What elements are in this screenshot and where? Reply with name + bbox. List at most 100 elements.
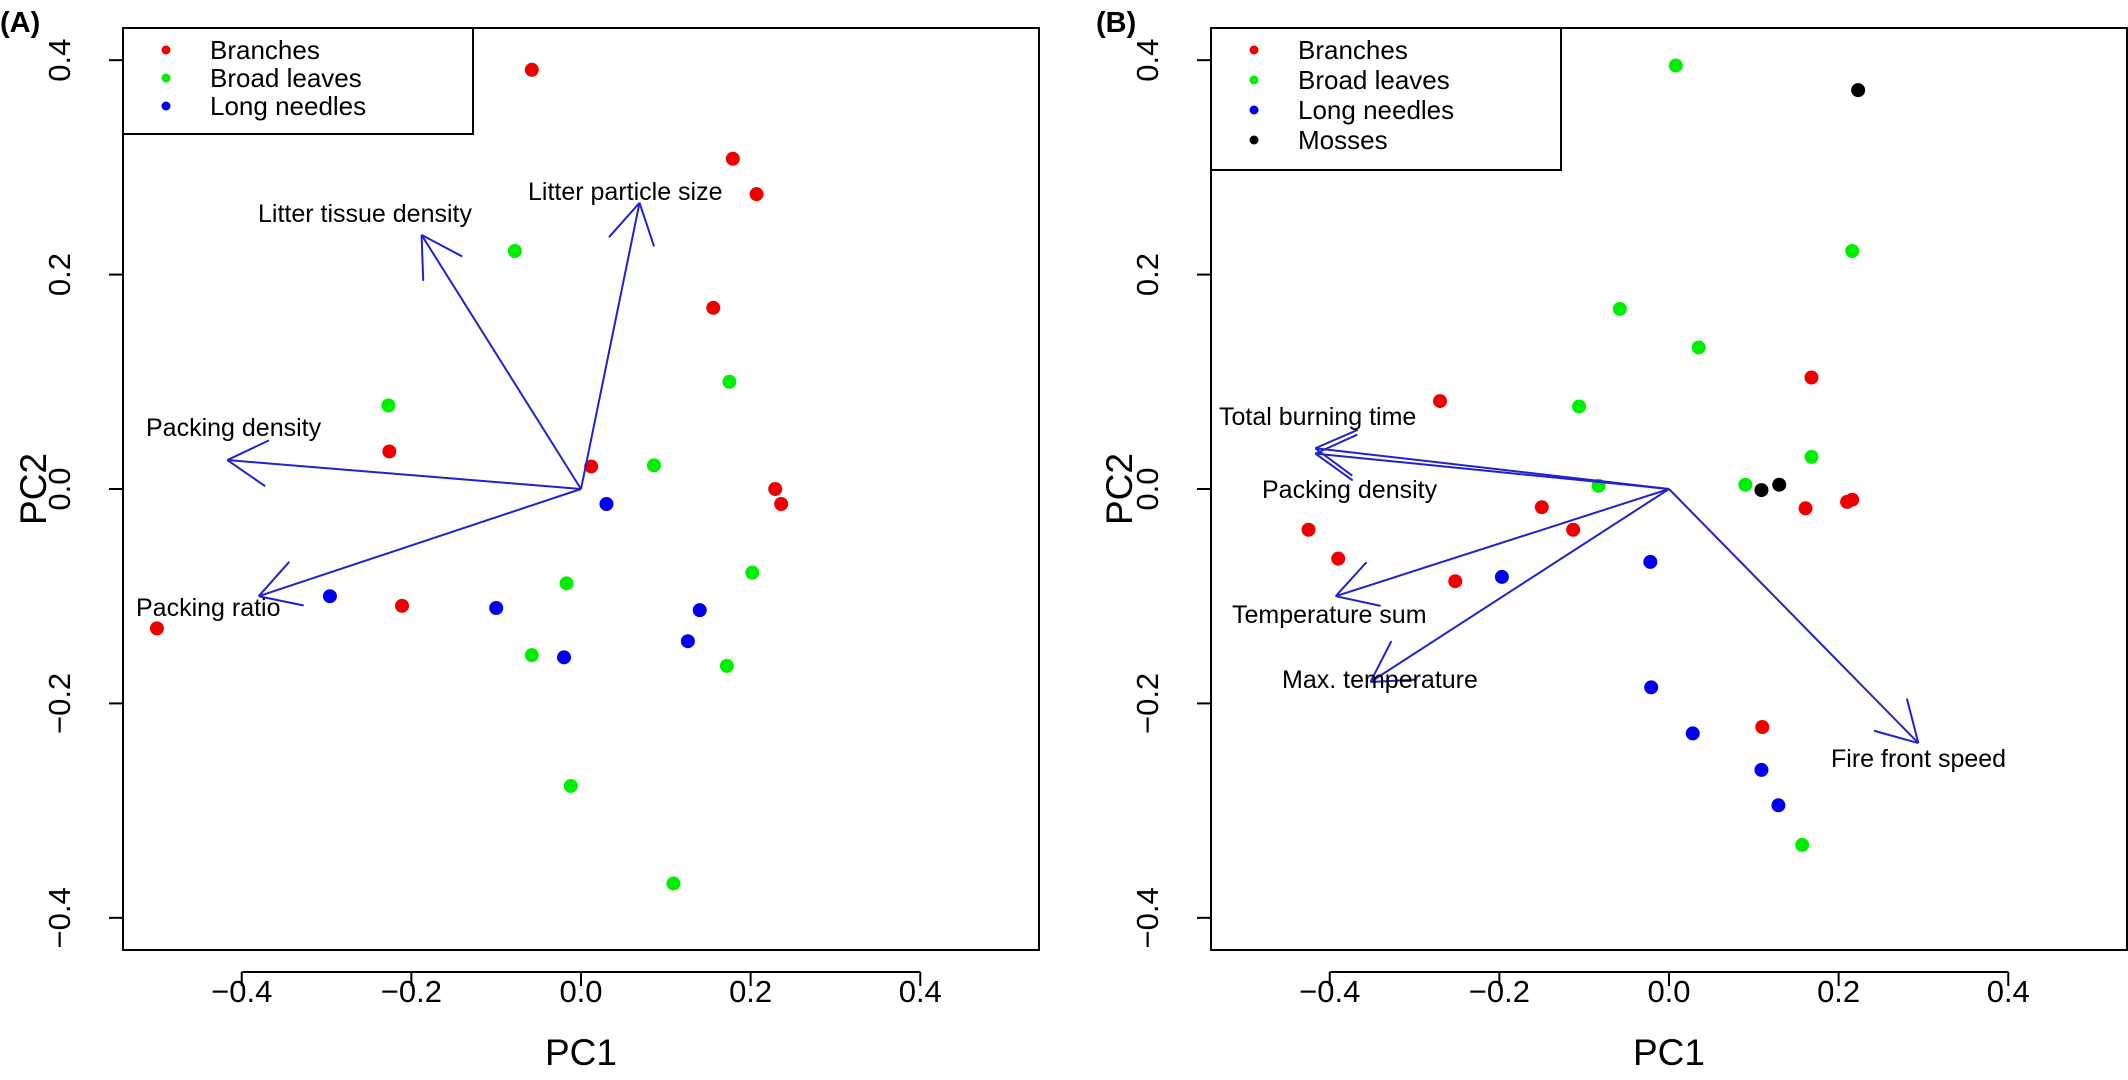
y-axis: −0.4 −0.2 0.0 0.2 0.4 PC2 (1099, 39, 1212, 948)
legend-marker-long-needles (1249, 105, 1259, 115)
legend-marker-branches (1249, 45, 1259, 55)
arrow-head (1314, 429, 1358, 450)
y-tick-label: −0.4 (42, 887, 77, 948)
panel-a: (A) −0.4 −0.2 0.0 0.2 0.4 PC1 −0.4 −0.2 0.0 0.2 0.4… (0, 7, 1040, 1073)
y-tick-label: 0.4 (1130, 39, 1165, 82)
arrow-shaft (227, 459, 582, 490)
arrow-shaft (1668, 488, 1920, 744)
legend-marker-mosses (1249, 135, 1259, 145)
point-broad-leaves (1738, 477, 1753, 492)
y-tick-label: 0.4 (42, 39, 77, 82)
point-branches (749, 187, 764, 202)
arrow-fire-front-speed: Fire front speed (1668, 488, 2006, 773)
point-mosses (1754, 483, 1769, 498)
legend-marker-branches (161, 45, 171, 55)
legend-marker-long-needles (161, 101, 171, 111)
point-broad-leaves (507, 243, 522, 258)
point-broad-leaves (745, 565, 760, 580)
point-broad-leaves (666, 876, 681, 891)
x-axis: −0.4 −0.2 0.0 0.2 0.4 PC1 (211, 971, 942, 1073)
legend-label-broad-leaves: Broad leaves (210, 63, 362, 93)
point-long-needles (1644, 680, 1659, 695)
data-points (1301, 58, 1866, 852)
x-tick-label: −0.4 (1299, 974, 1360, 1009)
x-tick-label: −0.2 (381, 974, 442, 1009)
point-branches (395, 598, 410, 613)
arrow-head (421, 234, 463, 258)
loading-arrows: Total burning time Packing density Tempera… (1219, 403, 2006, 773)
arrow-head (608, 202, 641, 238)
point-broad-leaves (719, 658, 734, 673)
legend-label-mosses: Mosses (1298, 125, 1388, 155)
point-branches (774, 497, 789, 512)
x-tick-label: 0.4 (899, 974, 942, 1009)
point-branches (524, 62, 539, 77)
point-branches (1798, 501, 1813, 516)
arrow-head (1873, 729, 1919, 745)
x-tick-label: 0.2 (1817, 974, 1860, 1009)
point-branches (584, 459, 599, 474)
legend-box (122, 27, 474, 135)
point-long-needles (489, 601, 504, 616)
arrow-shaft (420, 234, 582, 490)
y-axis-title: PC2 (13, 453, 54, 525)
legend-label-broad-leaves: Broad leaves (1298, 65, 1450, 95)
point-branches (1566, 522, 1581, 537)
y-axis-title: PC2 (1099, 453, 1140, 525)
point-branches (149, 621, 164, 636)
point-broad-leaves (381, 398, 396, 413)
point-long-needles (1754, 762, 1769, 777)
y-tick-label: −0.2 (1130, 673, 1165, 734)
arrow-label: Packing ratio (136, 594, 281, 622)
x-tick-label: 0.2 (729, 974, 772, 1009)
point-branches (1755, 720, 1770, 735)
panel-label: (B) (1096, 7, 1136, 39)
arrow-label: Packing density (1262, 476, 1438, 504)
point-branches (725, 151, 740, 166)
y-tick-label: 0.2 (42, 253, 77, 296)
legend-marker-broad-leaves (161, 73, 171, 83)
point-branches (382, 444, 397, 459)
x-tick-label: −0.2 (1469, 974, 1530, 1009)
arrow-max-temperature: Max. temperature (1282, 488, 1670, 694)
point-branches (768, 482, 783, 496)
arrow-packing-density: Packing density (146, 414, 582, 490)
x-tick-label: 0.0 (1647, 974, 1690, 1009)
arrow-packing-ratio: Packing ratio (136, 488, 582, 622)
arrow-temperature-sum: Temperature sum (1232, 488, 1670, 629)
arrow-head (420, 234, 425, 281)
arrow-head (1314, 452, 1354, 482)
point-long-needles (322, 589, 337, 604)
point-branches (1448, 574, 1463, 589)
point-long-needles (1771, 798, 1786, 813)
point-branches (1433, 394, 1447, 409)
arrow-shaft (580, 202, 641, 490)
point-broad-leaves (563, 778, 578, 793)
x-axis-title: PC1 (545, 1032, 617, 1073)
arrow-shaft (258, 488, 582, 598)
y-tick-label: −0.4 (1130, 887, 1165, 948)
arrow-head (1334, 561, 1368, 597)
arrow-shaft (1369, 488, 1670, 683)
legend-label-long-needles: Long needles (210, 91, 366, 121)
point-branches (1331, 551, 1346, 566)
x-tick-label: −0.4 (211, 974, 272, 1009)
point-long-needles (599, 497, 614, 512)
arrow-label: Max. temperature (1282, 666, 1478, 694)
arrow-label: Fire front speed (1831, 745, 2006, 773)
loading-arrows: Litter tissue density Litter particle siz… (136, 178, 723, 622)
point-branches (1534, 500, 1549, 515)
point-broad-leaves (1691, 340, 1706, 355)
arrow-head (1905, 698, 1920, 744)
y-tick-label: 0.0 (42, 467, 77, 510)
y-tick-label: −0.2 (42, 673, 77, 734)
panel-b: (B) −0.4 −0.2 0.0 0.2 0.4 PC1 −0.4 −0.2 0.0 0.2 0.4… (1096, 7, 2128, 1073)
arrow-shaft (1335, 488, 1670, 598)
arrow-head (1335, 595, 1381, 607)
arrow-label: Total burning time (1219, 403, 1416, 431)
legend-label-branches: Branches (210, 35, 320, 65)
arrow-shaft (1315, 452, 1670, 490)
arrow-head (638, 202, 656, 247)
